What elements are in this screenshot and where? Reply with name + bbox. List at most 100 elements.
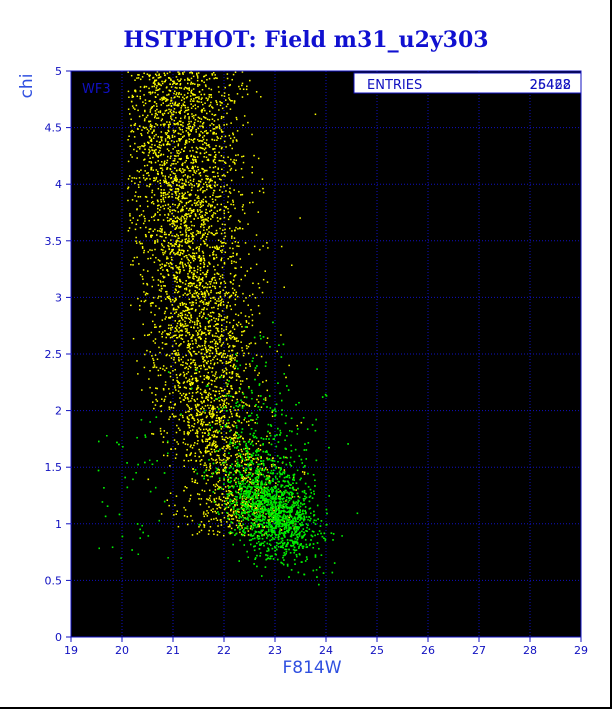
scatter-dot	[198, 213, 201, 216]
scatter-dot	[214, 298, 216, 301]
scatter-dot	[221, 512, 224, 514]
scatter-dot	[227, 474, 230, 476]
scatter-dot	[236, 469, 238, 471]
scatter-dot	[191, 534, 194, 536]
scatter-dot	[215, 302, 217, 305]
scatter-dot	[303, 473, 306, 475]
scatter-dot	[145, 292, 148, 295]
scatter-dot	[193, 252, 196, 255]
scatter-dot	[226, 444, 229, 447]
scatter-dot	[214, 175, 217, 178]
scatter-dot	[219, 486, 222, 489]
scatter-dot	[233, 338, 236, 340]
scatter-dot	[162, 436, 165, 438]
scatter-dot	[261, 467, 264, 470]
data-point	[188, 410, 190, 413]
scatter-dot	[228, 336, 231, 339]
scatter-dot	[256, 398, 258, 401]
scatter-dot	[209, 104, 212, 106]
scatter-dot	[149, 100, 151, 102]
scatter-dot	[186, 397, 189, 399]
scatter-dot	[205, 337, 207, 340]
scatter-dot	[155, 326, 157, 328]
scatter-dot	[211, 215, 213, 217]
scatter-dot	[185, 228, 187, 230]
scatter-dot	[157, 77, 160, 79]
scatter-dot	[200, 93, 202, 96]
scatter-dot	[171, 267, 174, 269]
scatter-dot	[149, 74, 151, 76]
scatter-dot	[169, 143, 171, 146]
scatter-dot	[201, 108, 203, 111]
scatter-dot	[240, 435, 242, 438]
scatter-dot	[241, 504, 244, 507]
scatter-dot	[143, 119, 146, 122]
scatter-dot	[147, 257, 149, 260]
scatter-dot	[143, 127, 146, 129]
scatter-dot	[224, 316, 226, 319]
scatter-dot	[144, 234, 147, 236]
scatter-dot	[193, 425, 195, 428]
scatter-dot	[232, 438, 235, 440]
scatter-dot	[219, 295, 222, 298]
scatter-dot	[147, 154, 150, 157]
scatter-dot	[225, 307, 228, 309]
scatter-dot	[187, 167, 190, 170]
scatter-dot	[160, 191, 162, 194]
scatter-dot	[230, 281, 232, 284]
scatter-dot	[170, 177, 172, 180]
scatter-dot	[195, 340, 198, 342]
scatter-dot	[187, 371, 190, 373]
scatter-dot	[187, 175, 189, 177]
scatter-dot	[218, 479, 221, 482]
scatter-dot	[187, 127, 190, 130]
scatter-dot	[210, 209, 213, 212]
scatter-dot	[209, 283, 212, 285]
scatter-dot	[192, 334, 195, 337]
scatter-dot	[138, 125, 141, 128]
scatter-dot	[214, 430, 216, 432]
scatter-dot	[161, 244, 164, 247]
scatter-dot	[209, 467, 212, 470]
scatter-dot	[251, 293, 254, 296]
scatter-dot	[219, 352, 221, 355]
scatter-dot	[182, 303, 184, 305]
scatter-dot	[222, 395, 225, 397]
scatter-dot	[215, 483, 218, 486]
scatter-dot	[239, 258, 242, 260]
scatter-dot	[230, 429, 232, 431]
scatter-dot	[218, 487, 220, 489]
scatter-dot	[224, 223, 226, 226]
scatter-dot	[144, 109, 146, 112]
scatter-dot	[216, 534, 219, 536]
scatter-dot	[241, 437, 244, 439]
scatter-dot	[233, 439, 235, 442]
scatter-dot	[156, 108, 158, 111]
data-point	[249, 478, 252, 481]
scatter-dot	[209, 254, 211, 257]
scatter-dot	[221, 131, 224, 133]
scatter-dot	[237, 455, 240, 457]
scatter-dot	[184, 143, 186, 146]
scatter-dot	[188, 238, 190, 240]
scatter-dot	[208, 412, 211, 414]
scatter-dot	[160, 273, 162, 275]
scatter-dot	[179, 322, 182, 325]
scatter-dot	[162, 365, 165, 367]
scatter-dot	[183, 341, 185, 343]
scatter-dot	[198, 312, 201, 315]
scatter-dot	[170, 218, 173, 220]
scatter-dot	[212, 124, 215, 126]
scatter-dot	[209, 184, 212, 186]
scatter-dot	[202, 103, 204, 106]
scatter-dot	[192, 382, 194, 384]
scatter-dot	[206, 451, 208, 453]
scatter-dot	[174, 288, 177, 290]
scatter-dot	[240, 278, 242, 281]
scatter-dot	[223, 124, 225, 126]
scatter-dot	[223, 318, 225, 321]
scatter-dot	[199, 269, 202, 272]
scatter-dot	[221, 249, 224, 251]
scatter-dot	[207, 360, 209, 363]
scatter-dot	[129, 219, 132, 222]
